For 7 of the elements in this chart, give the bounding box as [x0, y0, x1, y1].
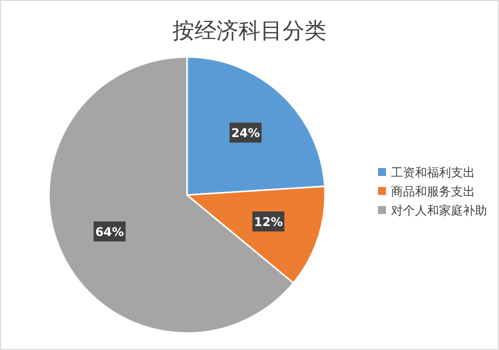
data-label: 64% [95, 224, 124, 239]
chart-title: 按经济科目分类 [172, 19, 326, 44]
legend-label: 商品和服务支出 [391, 184, 475, 198]
legend-label: 对个人和家庭补助 [391, 204, 487, 218]
data-label: 12% [254, 214, 283, 229]
legend-label: 工资和福利支出 [391, 166, 475, 180]
data-label: 24% [231, 126, 260, 140]
